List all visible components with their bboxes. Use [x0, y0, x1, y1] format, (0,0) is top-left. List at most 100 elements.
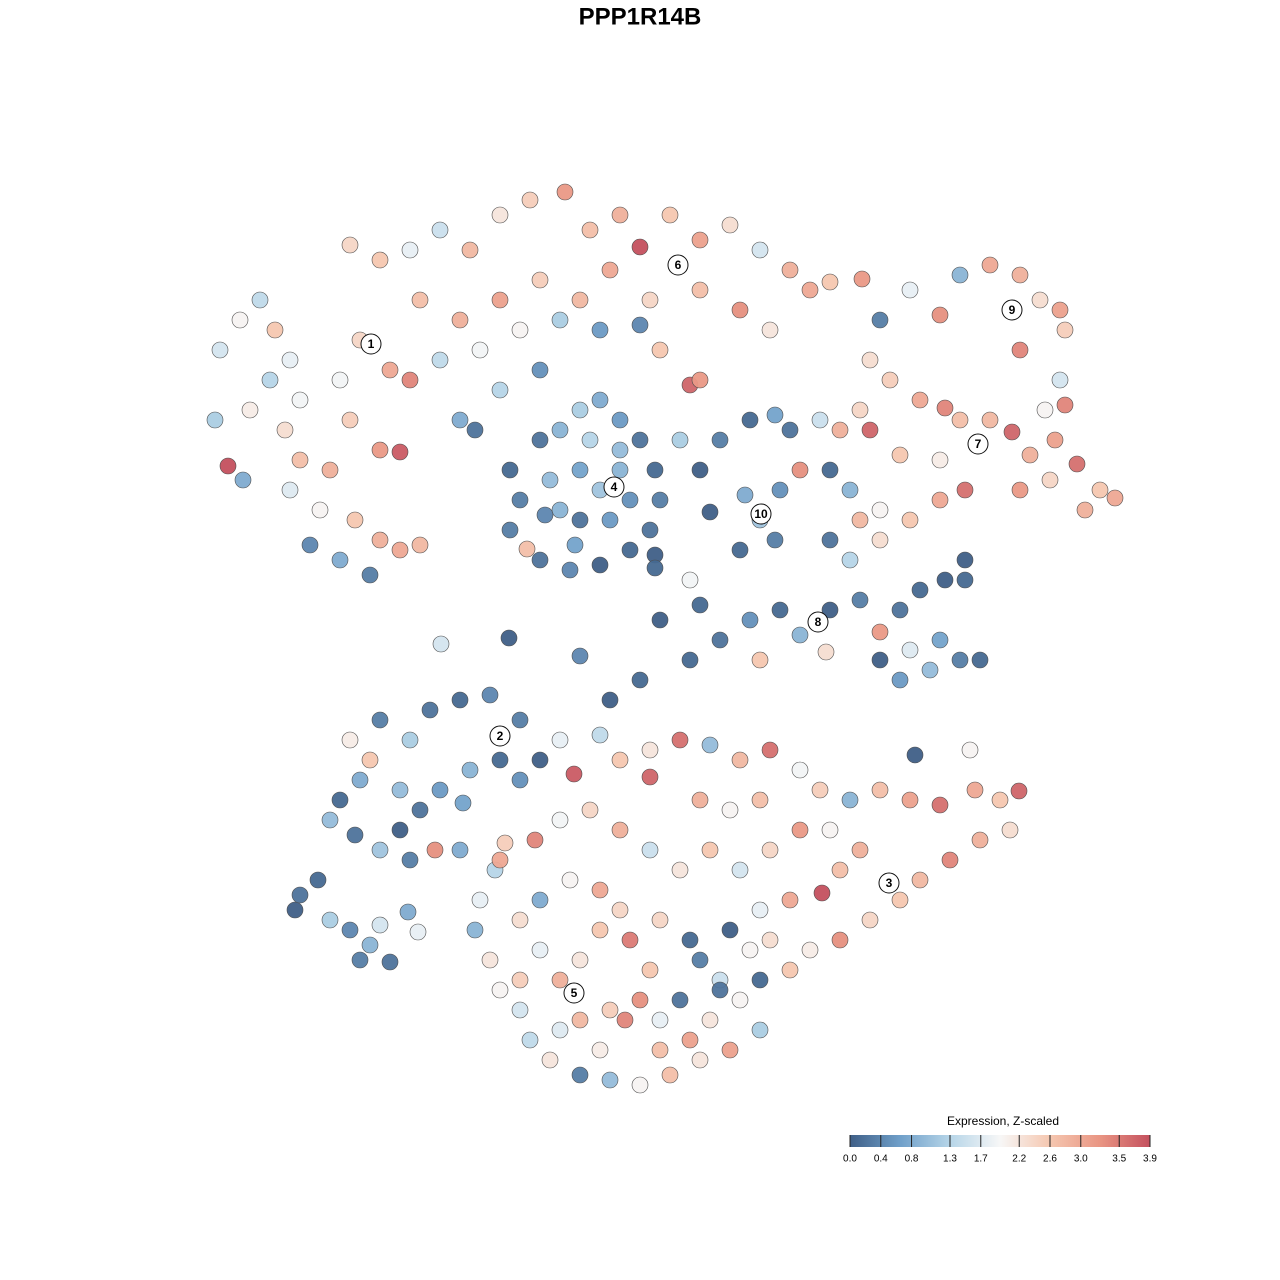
point [741, 411, 759, 429]
point [601, 1071, 619, 1089]
point [351, 951, 369, 969]
point [571, 1066, 589, 1084]
point [821, 461, 839, 479]
point [451, 841, 469, 859]
point [751, 791, 769, 809]
point [951, 651, 969, 669]
point [851, 841, 869, 859]
point [461, 761, 479, 779]
point [511, 711, 529, 729]
cluster-label: 9 [1009, 303, 1016, 317]
point [741, 941, 759, 959]
cluster-label: 10 [754, 507, 768, 521]
colorbar-tick-label: 0.0 [843, 1154, 857, 1165]
point [471, 341, 489, 359]
point [936, 399, 954, 417]
point [471, 891, 489, 909]
point [813, 884, 831, 902]
point [581, 801, 599, 819]
point [791, 461, 809, 479]
point [671, 991, 689, 1009]
point [351, 771, 369, 789]
point [616, 1011, 634, 1029]
point [651, 1011, 669, 1029]
colorbar-tick-label: 3.0 [1074, 1154, 1088, 1165]
point [591, 921, 609, 939]
point [521, 1031, 539, 1049]
point [1076, 501, 1094, 519]
point [771, 601, 789, 619]
point [241, 401, 259, 419]
point [851, 511, 869, 529]
point [276, 421, 294, 439]
point [591, 1041, 609, 1059]
point [936, 571, 954, 589]
point [531, 431, 549, 449]
point [526, 831, 544, 849]
point [432, 635, 450, 653]
point [701, 503, 719, 521]
point [911, 581, 929, 599]
point [721, 801, 739, 819]
point [861, 351, 879, 369]
point [631, 671, 649, 689]
point [1001, 821, 1019, 839]
point [631, 316, 649, 334]
point [791, 761, 809, 779]
point [391, 443, 409, 461]
point [601, 1001, 619, 1019]
colorbar-tick-label: 0.8 [905, 1154, 919, 1165]
point [521, 191, 539, 209]
point [646, 461, 664, 479]
point [401, 731, 419, 749]
point [601, 691, 619, 709]
point [681, 571, 699, 589]
point [601, 511, 619, 529]
point [681, 1031, 699, 1049]
point [651, 911, 669, 929]
point [536, 506, 554, 524]
point [956, 551, 974, 569]
point [641, 291, 659, 309]
point [301, 536, 319, 554]
point [491, 851, 509, 869]
colorbar-tick-label: 3.5 [1112, 1154, 1126, 1165]
point [691, 596, 709, 614]
point [491, 381, 509, 399]
point [591, 881, 609, 899]
point [426, 841, 444, 859]
point [871, 501, 889, 519]
point [721, 216, 739, 234]
point [431, 781, 449, 799]
point [381, 361, 399, 379]
point [1091, 481, 1109, 499]
point [871, 531, 889, 549]
cluster-label-badge [603, 476, 625, 498]
point [571, 647, 589, 665]
point [641, 961, 659, 979]
point [1003, 423, 1021, 441]
colorbar-tick-label: 1.7 [974, 1154, 988, 1165]
point [551, 971, 569, 989]
point [921, 661, 939, 679]
point [761, 741, 779, 759]
point [1051, 301, 1069, 319]
point [871, 311, 889, 329]
point [381, 953, 399, 971]
chart-title: PPP1R14B [579, 3, 702, 30]
point [206, 411, 224, 429]
point [551, 1021, 569, 1039]
point [981, 411, 999, 429]
point [511, 971, 529, 989]
point [681, 651, 699, 669]
point [611, 206, 629, 224]
point [451, 311, 469, 329]
point [281, 351, 299, 369]
cluster-label: 6 [675, 258, 682, 272]
point [766, 531, 784, 549]
point [871, 781, 889, 799]
point [691, 951, 709, 969]
point [861, 911, 879, 929]
point [901, 281, 919, 299]
point [341, 411, 359, 429]
